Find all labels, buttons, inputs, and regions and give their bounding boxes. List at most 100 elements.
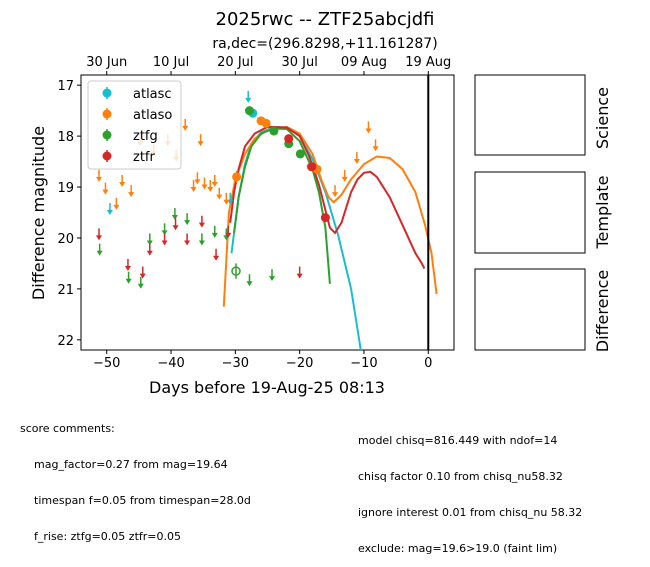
upper-limit-head — [211, 232, 218, 238]
top-tick-label: 30 Jul — [281, 55, 317, 70]
axes: −50 −40 −30 −20 −10 0 17 18 19 20 21 22 30 Jun 10 Jul… — [57, 55, 451, 371]
y-tick-label: 19 — [57, 181, 74, 196]
model-curve-atlasc — [230, 125, 362, 350]
upper-limit-arrow — [119, 174, 126, 187]
upper-limit-head — [341, 176, 348, 182]
x-tick-label: 0 — [424, 356, 432, 371]
model-curves — [222, 75, 438, 350]
x-tick-label: −50 — [93, 356, 120, 371]
upper-limit-arrow — [245, 90, 252, 103]
y-tick-label: 20 — [57, 232, 74, 247]
upper-limit-head — [184, 240, 191, 246]
detection-marker — [307, 162, 317, 172]
upper-limit-arrow — [201, 177, 208, 190]
upper-limit-head — [146, 240, 153, 246]
upper-limit-arrow — [161, 223, 168, 236]
upper-limit-arrow — [213, 248, 220, 261]
x-tick-label: −30 — [222, 356, 249, 371]
detection-point — [295, 149, 305, 159]
score-comment-line: timespan f=0.05 from timespan=28.0d — [34, 494, 251, 507]
upper-limit-head — [296, 273, 303, 279]
detection-marker — [261, 118, 271, 128]
x-tick-label: −20 — [286, 356, 313, 371]
upper-limit-head — [245, 97, 252, 103]
upper-limit-arrow — [194, 172, 201, 185]
upper-limit-arrow — [146, 243, 153, 256]
upper-limit-arrow — [372, 139, 379, 152]
upper-limit-arrow — [296, 266, 303, 279]
template-panel — [474, 171, 586, 254]
legend: atlasc atlaso ztfg ztfr — [87, 80, 182, 170]
upper-limit-arrow — [190, 180, 197, 193]
upper-limit-arrow — [246, 274, 253, 287]
upper-limit-head — [190, 187, 197, 193]
upper-limit-arrow — [216, 187, 223, 200]
upper-limit-arrow — [124, 258, 131, 271]
upper-limit-arrow — [211, 225, 218, 238]
detection-marker — [232, 172, 242, 182]
top-tick-label: 19 Aug — [405, 55, 451, 70]
model-comment-line: exclude: mag=19.6>19.0 (faint lim) — [358, 542, 558, 555]
upper-limit-arrow — [102, 182, 109, 195]
upper-limit-head — [119, 181, 126, 187]
upper-limit-arrow — [223, 192, 230, 205]
model-curve-atlaso — [222, 125, 438, 307]
model-comment-line: chisq factor 0.10 from chisq_nu58.32 — [358, 470, 563, 483]
upper-limit-head — [198, 222, 205, 228]
upper-limit-arrow — [146, 233, 153, 246]
top-tick-label: 20 Jul — [217, 55, 253, 70]
top-tick-label: 30 Jun — [86, 55, 127, 70]
y-tick-label: 21 — [57, 283, 74, 298]
upper-limit-arrow — [332, 185, 339, 198]
upper-limit-arrow — [341, 169, 348, 182]
upper-limit-arrow — [113, 197, 120, 210]
upper-limit-head — [225, 232, 232, 238]
detection-marker — [320, 213, 330, 223]
upper-limit-head — [194, 179, 201, 185]
upper-limit-arrow — [96, 228, 103, 241]
upper-limit-head — [106, 209, 113, 215]
upper-limit-head — [102, 189, 109, 195]
chart-subtitle: ra,dec=(296.8298,+11.161287) — [212, 36, 437, 52]
upper-limit-arrow — [197, 134, 204, 147]
upper-limit-arrow — [269, 269, 276, 282]
upper-limit-head — [197, 141, 204, 147]
upper-limit-arrow — [128, 185, 135, 198]
upper-limit-head — [213, 255, 220, 261]
score-comments-header: score comments: — [20, 422, 115, 435]
upper-limit-head — [353, 159, 360, 165]
legend-entry-atlasc: atlasc — [102, 87, 172, 102]
plot-frame — [80, 74, 455, 351]
upper-limit-head — [372, 146, 379, 152]
upper-limit-arrow — [96, 243, 103, 256]
upper-limit-head — [113, 204, 120, 210]
upper-limit-arrow — [137, 276, 144, 289]
detection-marker — [269, 126, 279, 136]
upper-limit-head — [171, 215, 178, 221]
detection-point — [269, 126, 279, 136]
upper-limit-head — [128, 192, 135, 198]
legend-entry-atlaso: atlaso — [102, 108, 172, 123]
legend-label: ztfr — [133, 150, 155, 165]
detection-point — [320, 213, 330, 223]
model-curve-ztfg — [233, 127, 331, 284]
upper-limit-arrow — [211, 174, 218, 187]
upper-limit-head — [227, 199, 234, 205]
legend-entry-ztfg: ztfg — [102, 129, 158, 144]
detection-point — [307, 162, 317, 172]
detection-point — [284, 134, 294, 144]
upper-limit-head — [182, 125, 189, 131]
legend-label: ztfg — [133, 129, 158, 144]
upper-limit-arrow — [184, 233, 191, 246]
data-points — [96, 90, 379, 289]
score-comment-line: f_rise: ztfg=0.05 ztfr=0.05 — [34, 530, 181, 543]
upper-limit-head — [201, 184, 208, 190]
upper-limit-arrow — [184, 213, 191, 226]
upper-limit-head — [137, 283, 144, 289]
legend-marker — [102, 109, 112, 119]
upper-limit-arrow — [172, 218, 179, 231]
score-comments: score comments: mag_factor=0.27 from mag… — [20, 399, 251, 555]
y-tick-label: 22 — [57, 334, 74, 349]
upper-limit-arrow — [161, 233, 168, 246]
model-comment-line: ignore interest 0.01 from chisq_nu 58.32 — [358, 506, 583, 519]
